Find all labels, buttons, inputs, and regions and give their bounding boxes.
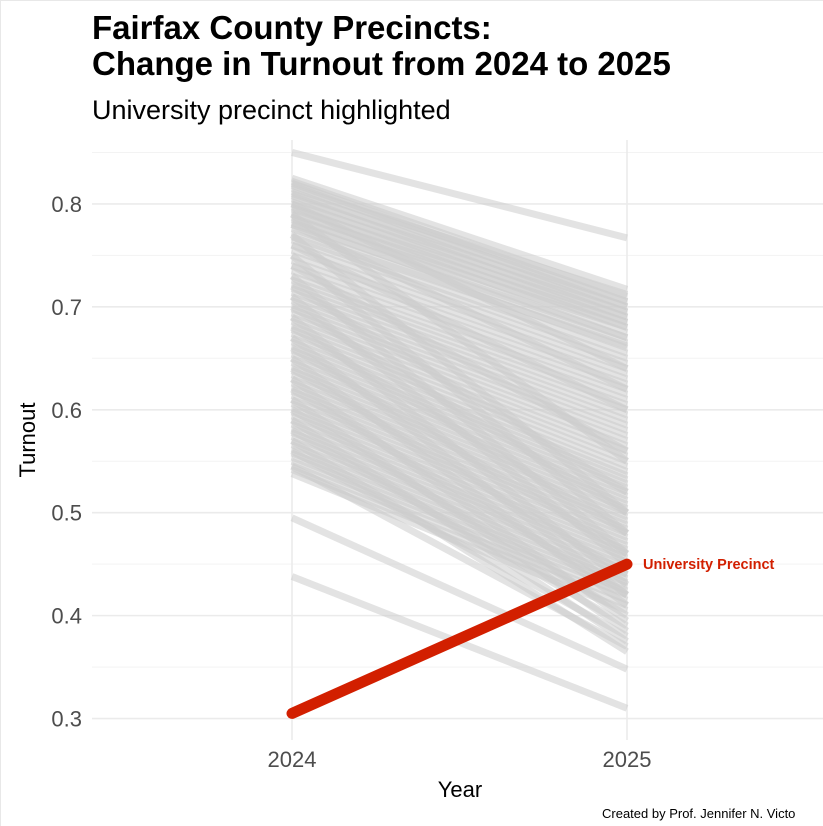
university-precinct-line xyxy=(286,558,633,719)
precinct-line xyxy=(290,205,629,321)
x-tick-label: 2024 xyxy=(268,747,317,772)
precinct-line xyxy=(289,314,630,588)
precinct-line xyxy=(290,195,629,311)
y-axis-title: Turnout xyxy=(15,402,40,477)
precinct-line xyxy=(290,437,629,655)
precinct-line xyxy=(290,417,629,645)
x-axis-title: Year xyxy=(438,777,482,802)
university-precinct-label: University Precinct xyxy=(643,557,775,573)
chart-subtitle: University precinct highlighted xyxy=(92,95,451,125)
precinct-line xyxy=(289,355,630,609)
precinct-line xyxy=(289,252,630,536)
precinct-line xyxy=(290,285,629,414)
precinct-line xyxy=(289,376,630,624)
precinct-line xyxy=(289,293,630,567)
precinct-line xyxy=(290,221,629,342)
y-tick-label: 0.8 xyxy=(51,192,82,217)
precinct-line xyxy=(290,200,629,372)
y-tick-label: 0.5 xyxy=(51,501,82,526)
y-tick-label: 0.7 xyxy=(51,295,82,320)
precinct-line xyxy=(290,514,629,673)
precinct-line xyxy=(290,185,629,298)
background-precinct-lines xyxy=(289,149,630,712)
precinct-line xyxy=(290,289,629,419)
precinct-line xyxy=(291,149,628,242)
y-tick-label: 0.6 xyxy=(51,398,82,423)
precinct-line xyxy=(289,273,630,557)
precinct-line xyxy=(290,174,629,293)
y-tick-label: 0.4 xyxy=(51,604,82,629)
y-tick-label: 0.3 xyxy=(51,707,82,732)
tick-labels: 0.3 0.4 0.5 0.6 0.7 0.8 2024 2025 xyxy=(51,192,651,772)
chart-title-line-2: Change in Turnout from 2024 to 2025 xyxy=(92,45,671,82)
x-tick-label: 2025 xyxy=(603,747,652,772)
precinct-line xyxy=(290,241,629,413)
precinct-line xyxy=(290,330,629,470)
precinct-line xyxy=(289,232,630,516)
chart-title-line-1: Fairfax County Precincts: xyxy=(92,9,492,46)
precinct-line xyxy=(289,211,630,465)
precinct-line xyxy=(289,334,630,598)
precinct-line xyxy=(290,200,629,316)
chart-title: Fairfax County Precincts: Change in Turn… xyxy=(92,10,671,82)
precinct-line xyxy=(290,190,629,306)
highlight-layer: University Precinct xyxy=(286,557,775,719)
precinct-line xyxy=(290,216,629,331)
chart-caption: Created by Prof. Jennifer N. Victo xyxy=(602,806,796,821)
